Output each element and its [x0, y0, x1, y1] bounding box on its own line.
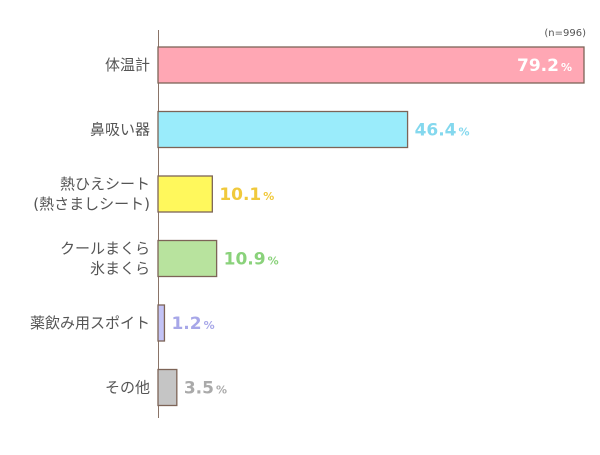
- category-label: クールまくら: [60, 240, 150, 258]
- bar: [157, 368, 178, 407]
- data-label: 46.4%: [415, 121, 470, 141]
- category-label: 鼻吸い器: [90, 121, 150, 139]
- category-label: 体温計: [105, 56, 150, 74]
- bar: [157, 239, 218, 278]
- data-label: 1.2%: [171, 314, 214, 334]
- category-label: 熱ひえシート: [60, 175, 150, 193]
- bar: [157, 110, 409, 149]
- category-label: (熱さましシート): [33, 195, 150, 213]
- data-label: 3.5%: [184, 379, 227, 399]
- bar: [157, 175, 213, 213]
- category-label: 氷まくら: [90, 260, 150, 278]
- bar: [157, 46, 585, 84]
- category-label: その他: [105, 379, 150, 397]
- data-label: 10.9%: [224, 250, 279, 270]
- data-label: 10.1%: [219, 185, 274, 205]
- sample-size-note: (n=996): [544, 28, 586, 39]
- bar: [157, 304, 166, 342]
- data-label: 79.2%: [517, 56, 572, 76]
- category-label: 薬飲み用スポイト: [30, 314, 150, 332]
